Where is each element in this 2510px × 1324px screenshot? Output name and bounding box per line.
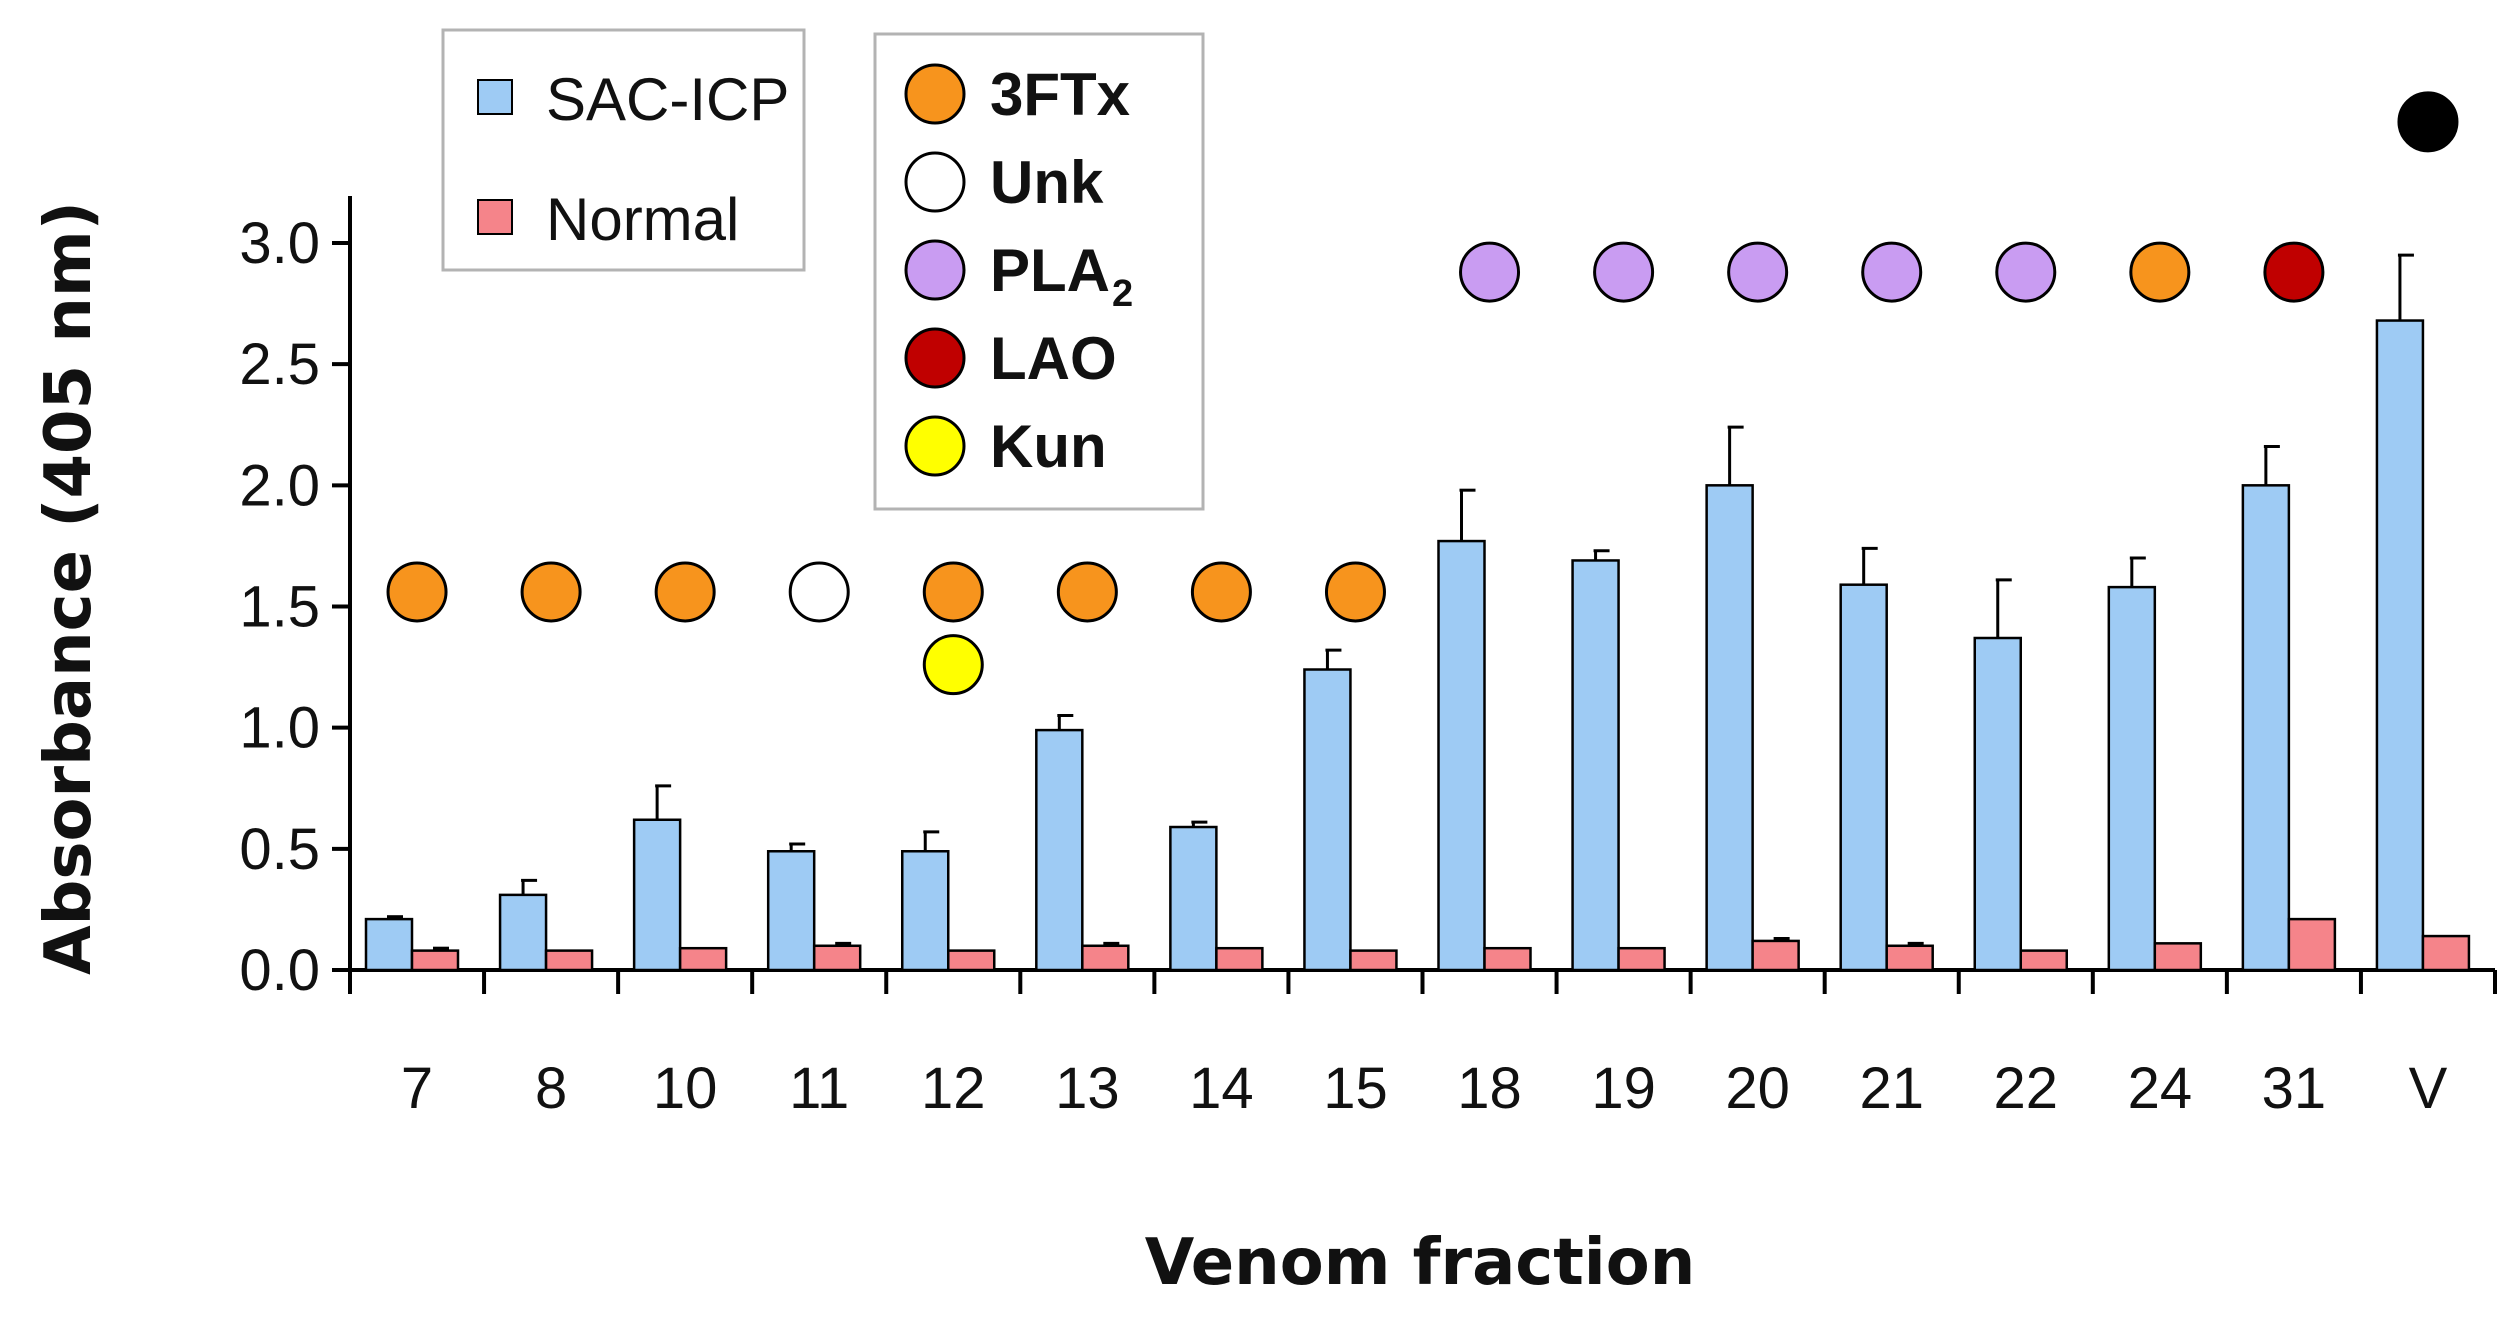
bar-sac-icp: [766, 850, 816, 972]
marker-3ftx-circle: [1056, 561, 1118, 623]
bar-sac-icp: [1571, 559, 1620, 972]
bar-sac-icp: [901, 850, 950, 972]
y-tick-label: 0.5: [239, 817, 320, 882]
marker-unk-circle: [788, 561, 850, 623]
bar-sac-icp: [2241, 484, 2291, 972]
bar-normal: [947, 949, 996, 972]
bar-normal: [1483, 946, 1532, 972]
x-tick-label: V: [2409, 1056, 2448, 1121]
toxin-legend-subscript: 2: [1112, 273, 1133, 315]
bar-sac-icp: [364, 917, 414, 972]
marker-pla2-circle: [1995, 241, 2057, 303]
y-tick-label: 3.0: [239, 211, 320, 276]
x-tick-label: 22: [1994, 1056, 2059, 1121]
marker-pla2-circle: [1727, 241, 1789, 303]
y-tick-label: 1.5: [239, 575, 320, 640]
toxin-legend-circle-3ftx: [904, 63, 966, 125]
bar-sac-icp: [1303, 668, 1352, 972]
legend-label-sac-icp: SAC-ICP: [546, 66, 789, 133]
toxin-legend-circle-kun: [904, 415, 966, 477]
marker-lao-circle: [2263, 241, 2325, 303]
x-tick-label: 7: [401, 1056, 433, 1121]
bar-normal: [678, 946, 728, 972]
y-tick-label: 1.0: [239, 696, 320, 761]
bar-normal: [1215, 946, 1264, 972]
toxin-legend-circle-unk: [904, 151, 966, 213]
bar-sac-icp: [632, 818, 682, 972]
marker-3ftx-circle: [922, 561, 984, 623]
toxin-markers: [386, 91, 2459, 696]
bar-normal: [812, 944, 862, 972]
bar-normal: [1349, 949, 1398, 972]
bar-normal: [1617, 946, 1666, 972]
x-tick-label: 13: [1055, 1056, 1120, 1121]
marker-venom-circle: [2397, 91, 2459, 153]
y-tick-label: 0.0: [239, 938, 320, 1003]
bar-normal: [1751, 939, 1800, 972]
marker-3ftx-circle: [520, 561, 582, 623]
marker-3ftx-circle: [654, 561, 716, 623]
bar-sac-icp: [1839, 583, 1888, 972]
bar-normal: [1885, 944, 1934, 972]
bar-normal: [2287, 917, 2337, 972]
x-ticks: 7 8 10 11 12 13 14 15 18 19 20 21 22 24 31 V: [348, 970, 2497, 1121]
toxin-legend-label-pla: PLA: [990, 237, 1110, 304]
x-tick-label: 21: [1859, 1056, 1924, 1121]
y-axis-title: Absorbance (405 nm): [32, 201, 106, 975]
x-tick-label: 11: [789, 1056, 849, 1121]
bar-sac-icp: [1437, 539, 1486, 972]
marker-pla2-circle: [1861, 241, 1923, 303]
series-legend: SAC-ICP Normal: [441, 28, 806, 272]
toxin-legend-label-lao: LAO: [990, 325, 1117, 392]
x-axis-title: Venom fraction: [1145, 1226, 1696, 1300]
toxin-legend-label-unk: Unk: [990, 149, 1104, 216]
marker-3ftx-circle: [1324, 561, 1386, 623]
bar-sac-icp: [1169, 825, 1218, 972]
bar-normal: [2421, 934, 2471, 972]
legend-swatch-sac-icp: [477, 79, 513, 115]
x-tick-label: 10: [653, 1056, 718, 1121]
legend-label-normal: Normal: [546, 186, 739, 253]
bar-normal: [1081, 944, 1130, 972]
marker-kun-circle: [922, 634, 984, 696]
x-tick-label: 20: [1725, 1056, 1790, 1121]
y-tick-label: 2.0: [239, 453, 320, 518]
toxin-legend: 3FTx Unk PLA 2 LAO Kun: [873, 32, 1205, 511]
x-tick-label: 18: [1457, 1056, 1522, 1121]
toxin-legend-label-kun: Kun: [990, 413, 1107, 480]
bar-normal: [544, 949, 594, 972]
bar-sac-icp: [1035, 728, 1084, 972]
marker-3ftx-circle: [2129, 241, 2191, 303]
bars: [364, 253, 2471, 972]
bar-normal: [2019, 949, 2068, 972]
x-tick-label: 8: [535, 1056, 567, 1121]
x-tick-label: 14: [1189, 1056, 1254, 1121]
bar-sac-icp: [1973, 636, 2022, 972]
bar-sac-icp: [498, 893, 548, 972]
toxin-legend-circle-pla: [904, 239, 966, 301]
x-tick-label: 24: [2128, 1056, 2193, 1121]
bar-sac-icp: [2107, 585, 2157, 972]
bar-normal: [2153, 942, 2203, 972]
x-tick-label: 12: [921, 1056, 986, 1121]
y-tick-label: 2.5: [239, 332, 320, 397]
marker-3ftx-circle: [1190, 561, 1252, 623]
toxin-legend-label-3ftx: 3FTx: [990, 61, 1130, 128]
x-tick-label: 15: [1323, 1056, 1388, 1121]
bar-sac-icp: [2375, 319, 2425, 972]
marker-pla2-circle: [1459, 241, 1521, 303]
x-tick-label: 31: [2262, 1056, 2327, 1121]
x-tick-label: 19: [1591, 1056, 1656, 1121]
y-ticks: 0.0 0.5 1.0 1.5 2.0 2.5 3.0: [239, 211, 350, 1003]
bar-normal: [410, 949, 460, 972]
toxin-legend-circle-lao: [904, 327, 966, 389]
marker-pla2-circle: [1593, 241, 1655, 303]
legend-swatch-normal: [477, 199, 513, 235]
bar-sac-icp: [1705, 484, 1754, 972]
marker-3ftx-circle: [386, 561, 448, 623]
